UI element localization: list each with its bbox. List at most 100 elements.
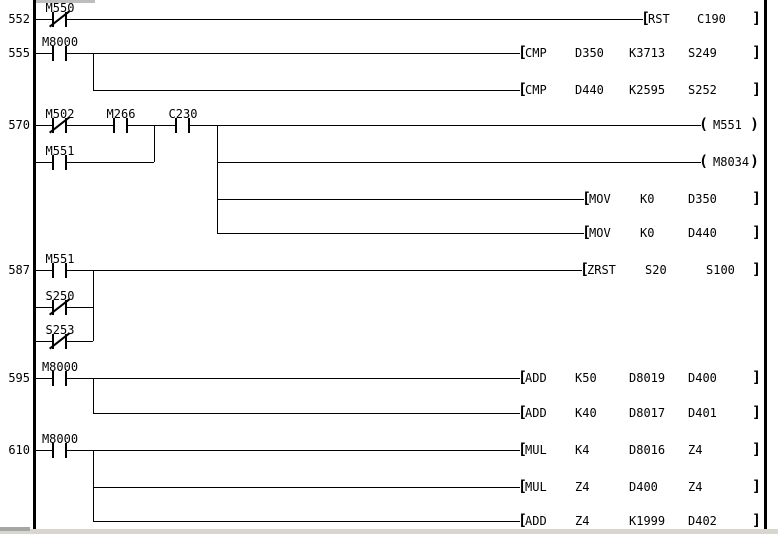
contact-no[interactable] [175, 118, 190, 133]
instruction-close-bracket-icon: ] [752, 477, 762, 495]
instruction-open-bracket-icon: [ [518, 477, 528, 495]
instruction-operand[interactable]: K0 [640, 192, 655, 206]
step-number: 587 [8, 263, 30, 277]
contact-label: M551 [45, 144, 75, 158]
contact-nc[interactable] [49, 116, 70, 134]
contact-bar-right-icon [65, 12, 67, 27]
instruction-close-bracket-icon: ] [752, 368, 762, 386]
instruction-name[interactable]: CMP [525, 46, 547, 60]
instruction-name[interactable]: MOV [589, 226, 611, 240]
instruction-open-bracket-icon: [ [641, 9, 651, 27]
instruction-operand[interactable]: K0 [640, 226, 655, 240]
contact-bar-right-icon [65, 46, 67, 61]
instruction-operand[interactable]: S20 [645, 263, 667, 277]
wire-horizontal [36, 450, 520, 451]
bottom-scrollbar-thumb[interactable] [0, 527, 30, 531]
instruction-open-bracket-icon: [ [518, 43, 528, 61]
contact-bar-right-icon [126, 118, 128, 133]
instruction-operand[interactable]: D8017 [629, 406, 666, 420]
contact-label: M502 [45, 107, 75, 121]
instruction-operand[interactable]: K4 [575, 443, 590, 457]
contact-no[interactable] [52, 46, 67, 61]
instruction-name[interactable]: MUL [525, 480, 547, 494]
contact-label: M8000 [41, 360, 79, 374]
top-scrollbar-fragment[interactable] [33, 0, 95, 3]
instruction-operand[interactable]: K2595 [629, 83, 666, 97]
instruction-operand[interactable]: C190 [697, 12, 726, 26]
bottom-scrollbar-track[interactable] [0, 529, 778, 534]
instruction-operand[interactable]: K40 [575, 406, 597, 420]
instruction-close-bracket-icon: ] [752, 80, 762, 98]
instruction-close-bracket-icon: ] [752, 403, 762, 421]
instruction-name[interactable]: MOV [589, 192, 611, 206]
instruction-operand[interactable]: D400 [629, 480, 658, 494]
contact-bar-right-icon [65, 334, 67, 349]
instruction-open-bracket-icon: [ [582, 189, 592, 207]
contact-bar-right-icon [188, 118, 190, 133]
instruction-close-bracket-icon: ] [752, 43, 762, 61]
contact-label: S250 [45, 289, 75, 303]
coil-label[interactable]: M551 [713, 118, 742, 132]
instruction-open-bracket-icon: [ [518, 80, 528, 98]
instruction-operand[interactable]: K3713 [629, 46, 666, 60]
instruction-operand[interactable]: K50 [575, 371, 597, 385]
instruction-operand[interactable]: S100 [706, 263, 735, 277]
contact-label: M550 [45, 1, 75, 15]
instruction-open-bracket-icon: [ [582, 223, 592, 241]
contact-bar-left-icon [113, 118, 115, 133]
instruction-name[interactable]: MUL [525, 443, 547, 457]
contact-nc[interactable] [49, 298, 70, 316]
instruction-operand[interactable]: D402 [688, 514, 717, 528]
contact-no[interactable] [52, 371, 67, 386]
instruction-close-bracket-icon: ] [752, 223, 762, 241]
wire-vertical [93, 378, 94, 413]
step-number: 610 [8, 443, 30, 457]
contact-no[interactable] [52, 263, 67, 278]
instruction-operand[interactable]: S252 [688, 83, 717, 97]
coil-label[interactable]: M8034 [713, 155, 750, 169]
instruction-open-bracket-icon: [ [518, 511, 528, 529]
wire-horizontal [217, 199, 584, 200]
instruction-operand[interactable]: Z4 [688, 480, 703, 494]
instruction-operand[interactable]: Z4 [575, 514, 590, 528]
wire-horizontal [36, 53, 520, 54]
contact-label: M551 [45, 252, 75, 266]
contact-no[interactable] [113, 118, 128, 133]
contact-no[interactable] [52, 155, 67, 170]
contact-nc[interactable] [49, 332, 70, 350]
wire-horizontal [36, 378, 520, 379]
instruction-name[interactable]: ADD [525, 514, 547, 528]
instruction-operand[interactable]: D440 [575, 83, 604, 97]
instruction-name[interactable]: RST [648, 12, 670, 26]
instruction-name[interactable]: ADD [525, 371, 547, 385]
instruction-operand[interactable]: S249 [688, 46, 717, 60]
instruction-operand[interactable]: K1999 [629, 514, 666, 528]
instruction-operand[interactable]: Z4 [575, 480, 590, 494]
instruction-close-bracket-icon: ] [752, 9, 762, 27]
wire-horizontal [93, 487, 520, 488]
instruction-name[interactable]: ADD [525, 406, 547, 420]
wire-vertical [154, 125, 155, 162]
instruction-operand[interactable]: D8019 [629, 371, 666, 385]
contact-bar-right-icon [65, 263, 67, 278]
contact-no[interactable] [52, 443, 67, 458]
instruction-operand[interactable]: D350 [575, 46, 604, 60]
instruction-open-bracket-icon: [ [518, 368, 528, 386]
instruction-operand[interactable]: D400 [688, 371, 717, 385]
instruction-operand[interactable]: D401 [688, 406, 717, 420]
instruction-name[interactable]: CMP [525, 83, 547, 97]
contact-bar-left-icon [52, 155, 54, 170]
instruction-operand[interactable]: D440 [688, 226, 717, 240]
instruction-operand[interactable]: D8016 [629, 443, 666, 457]
contact-label: M266 [106, 107, 136, 121]
wire-horizontal [36, 162, 154, 163]
contact-bar-right-icon [65, 371, 67, 386]
instruction-name[interactable]: ZRST [587, 263, 616, 277]
wire-vertical [217, 125, 218, 233]
step-number: 555 [8, 46, 30, 60]
contact-bar-left-icon [52, 300, 54, 315]
contact-nc[interactable] [49, 10, 70, 28]
instruction-operand[interactable]: D350 [688, 192, 717, 206]
instruction-operand[interactable]: Z4 [688, 443, 703, 457]
